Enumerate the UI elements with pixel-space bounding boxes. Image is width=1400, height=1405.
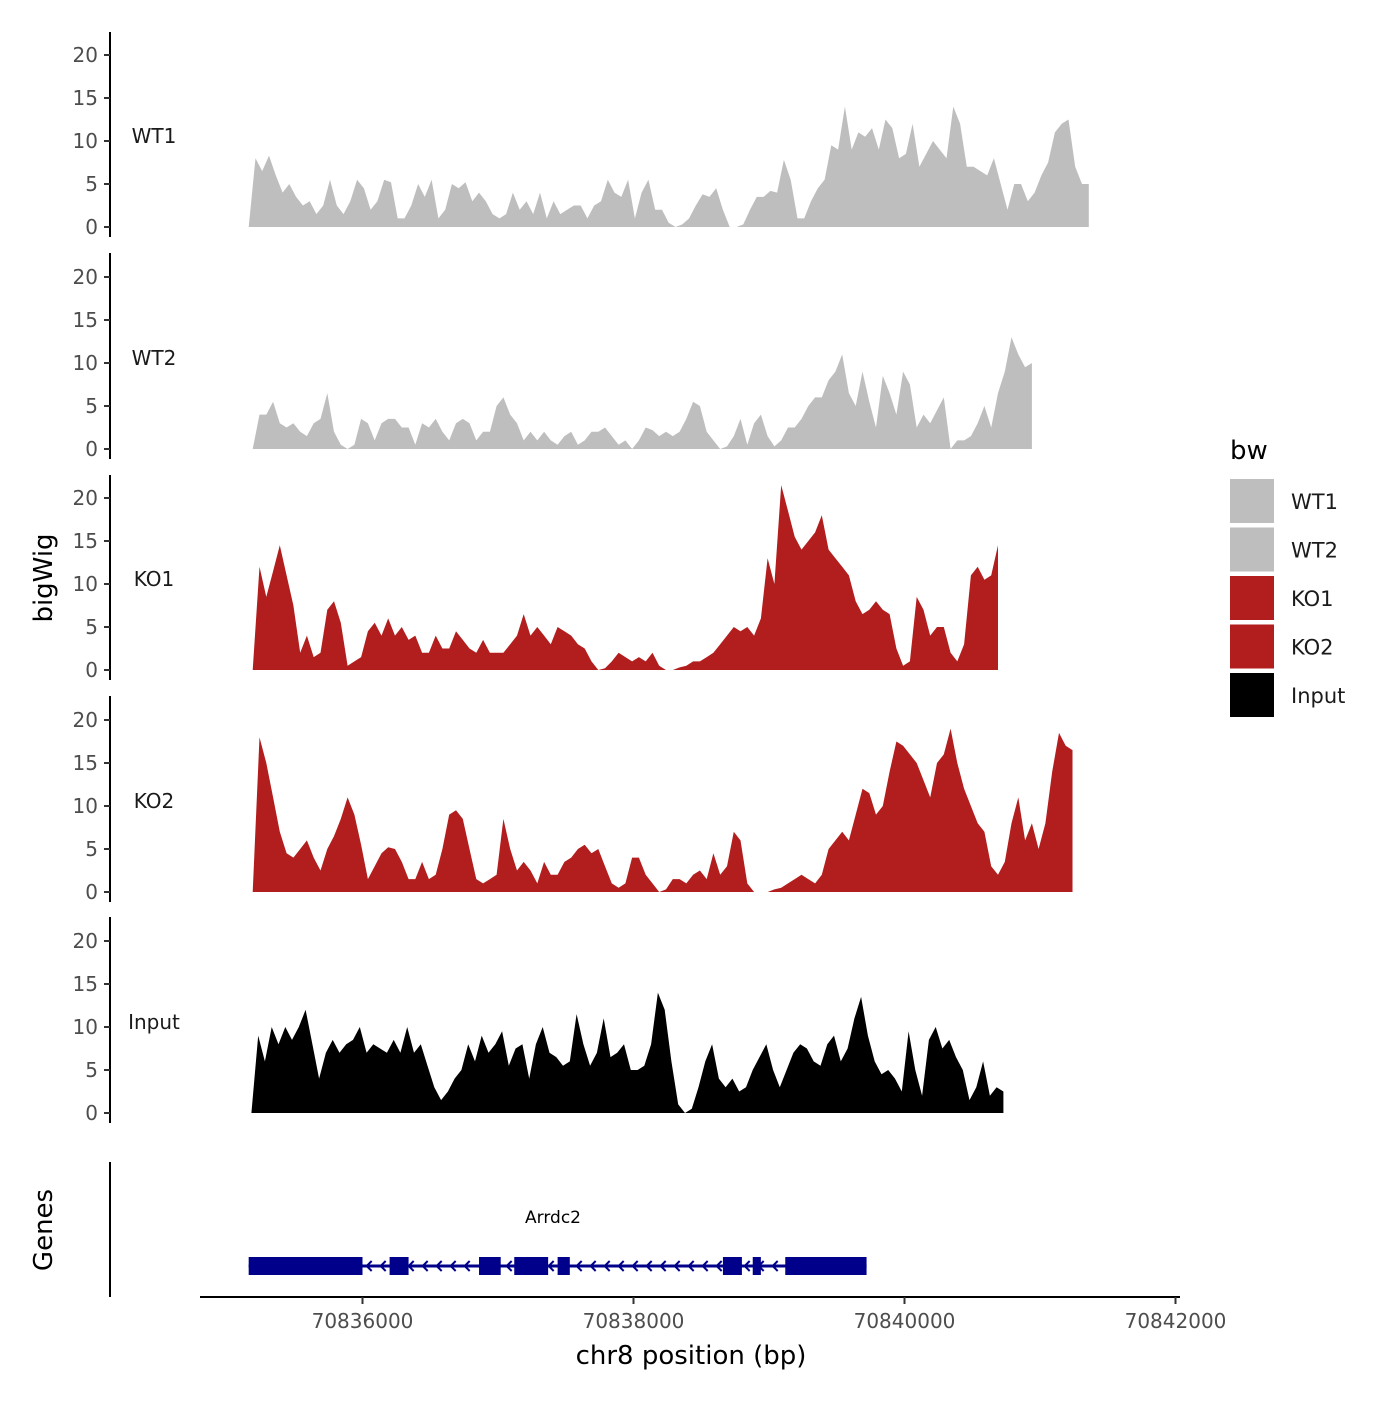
exon bbox=[248, 1257, 363, 1275]
y-axis-title: bigWig bbox=[29, 533, 59, 622]
y-tick-label: 5 bbox=[85, 615, 98, 639]
legend-label-ko1: KO1 bbox=[1291, 587, 1334, 611]
legend: bw WT1 WT2 KO1 KO2 Input bbox=[1230, 436, 1345, 717]
strand-arrow bbox=[701, 1260, 709, 1272]
gene-name-label: Arrdc2 bbox=[525, 1208, 581, 1228]
y-tick-label: 15 bbox=[73, 751, 98, 775]
coverage-area-input bbox=[251, 992, 1004, 1113]
y-tick-label: 10 bbox=[73, 129, 98, 153]
x-tick-label: 70842000 bbox=[1125, 1309, 1227, 1333]
strand-arrow bbox=[463, 1260, 471, 1272]
track-label: Input bbox=[128, 1010, 180, 1034]
genes-axis-title: Genes bbox=[29, 1189, 59, 1271]
x-tick-label: 70838000 bbox=[583, 1309, 685, 1333]
track-wt1: 0 5 10 15 20 WT1 bbox=[73, 32, 1089, 239]
exon bbox=[514, 1257, 549, 1275]
y-tick-label: 10 bbox=[73, 794, 98, 818]
exon bbox=[557, 1257, 570, 1275]
y-tick-label: 15 bbox=[73, 86, 98, 110]
y-tick-label: 0 bbox=[85, 1101, 98, 1125]
y-tick-label: 15 bbox=[73, 972, 98, 996]
y-tick-label: 15 bbox=[73, 308, 98, 332]
strand-arrow bbox=[673, 1260, 681, 1272]
legend-label-wt1: WT1 bbox=[1291, 490, 1338, 514]
strand-arrow bbox=[771, 1260, 779, 1272]
coverage-area-wt2 bbox=[252, 337, 1032, 449]
coverage-area-ko2 bbox=[252, 728, 1073, 892]
y-tick-label: 5 bbox=[85, 394, 98, 418]
y-tick-label: 0 bbox=[85, 880, 98, 904]
track-label: WT2 bbox=[132, 346, 177, 370]
strand-arrow bbox=[379, 1260, 387, 1272]
y-tick-label: 20 bbox=[73, 929, 98, 953]
strand-arrow bbox=[575, 1260, 583, 1272]
y-tick-label: 0 bbox=[85, 437, 98, 461]
strand-arrow bbox=[659, 1260, 667, 1272]
track-ko2: 0 5 10 15 20 KO2 bbox=[73, 696, 1073, 904]
track-label: WT1 bbox=[132, 124, 177, 148]
legend-label-wt2: WT2 bbox=[1291, 539, 1338, 563]
legend-swatch-input bbox=[1230, 673, 1274, 717]
strand-arrow bbox=[631, 1260, 639, 1272]
strand-arrow bbox=[687, 1260, 695, 1272]
x-tick-label: 70840000 bbox=[854, 1309, 956, 1333]
strand-arrow bbox=[407, 1260, 415, 1272]
tracks-layer: 0 5 10 15 20 WT1 0 5 10 15 20 WT2 0 5 10 15 20 KO1 0 5 10 15 2… bbox=[73, 32, 1089, 1125]
y-tick-label: 20 bbox=[73, 708, 98, 732]
y-tick-label: 10 bbox=[73, 572, 98, 596]
legend-label-input: Input bbox=[1291, 684, 1345, 708]
gene-arrdc2: Arrdc2 bbox=[248, 1208, 867, 1275]
strand-arrow bbox=[435, 1260, 443, 1272]
strand-arrow bbox=[589, 1260, 597, 1272]
legend-swatch-wt1 bbox=[1230, 479, 1274, 523]
track-wt2: 0 5 10 15 20 WT2 bbox=[73, 253, 1032, 461]
genes-layer: Arrdc2 bbox=[109, 1162, 867, 1297]
exon bbox=[722, 1257, 742, 1275]
legend-label-ko2: KO2 bbox=[1291, 636, 1334, 660]
track-label: KO2 bbox=[134, 789, 175, 813]
y-tick-label: 10 bbox=[73, 351, 98, 375]
strand-arrow bbox=[505, 1260, 513, 1272]
track-label: KO1 bbox=[134, 567, 175, 591]
exon bbox=[752, 1257, 761, 1275]
y-tick-label: 5 bbox=[85, 837, 98, 861]
y-tick-label: 5 bbox=[85, 1058, 98, 1082]
legend-swatch-ko1 bbox=[1230, 576, 1274, 620]
y-tick-label: 15 bbox=[73, 529, 98, 553]
x-axis: 70836000 70838000 70840000 70842000 bbox=[200, 1296, 1227, 1333]
coverage-area-ko1 bbox=[252, 485, 998, 670]
track-input: 0 5 10 15 20 Input bbox=[73, 917, 1004, 1125]
legend-title: bw bbox=[1230, 436, 1268, 466]
strand-arrow bbox=[421, 1260, 429, 1272]
strand-arrow bbox=[547, 1260, 555, 1272]
exon bbox=[479, 1257, 501, 1275]
strand-arrow bbox=[743, 1260, 751, 1272]
y-tick-label: 10 bbox=[73, 1015, 98, 1039]
track-ko1: 0 5 10 15 20 KO1 bbox=[73, 475, 998, 682]
exon bbox=[389, 1257, 409, 1275]
y-tick-label: 20 bbox=[73, 486, 98, 510]
strand-arrow bbox=[603, 1260, 611, 1272]
strand-arrow bbox=[365, 1260, 373, 1272]
x-tick-label: 70836000 bbox=[312, 1309, 414, 1333]
exon bbox=[785, 1257, 867, 1275]
legend-swatch-ko2 bbox=[1230, 624, 1274, 669]
y-tick-label: 20 bbox=[73, 43, 98, 67]
strand-arrow bbox=[715, 1260, 723, 1272]
y-tick-label: 5 bbox=[85, 172, 98, 196]
strand-arrow bbox=[617, 1260, 625, 1272]
y-tick-label: 20 bbox=[73, 265, 98, 289]
y-tick-label: 0 bbox=[85, 215, 98, 239]
x-axis-title: chr8 position (bp) bbox=[576, 1341, 807, 1371]
y-tick-label: 0 bbox=[85, 658, 98, 682]
strand-arrow bbox=[645, 1260, 653, 1272]
coverage-area-wt1 bbox=[248, 106, 1089, 227]
strand-arrow bbox=[449, 1260, 457, 1272]
legend-swatch-wt2 bbox=[1230, 527, 1274, 572]
